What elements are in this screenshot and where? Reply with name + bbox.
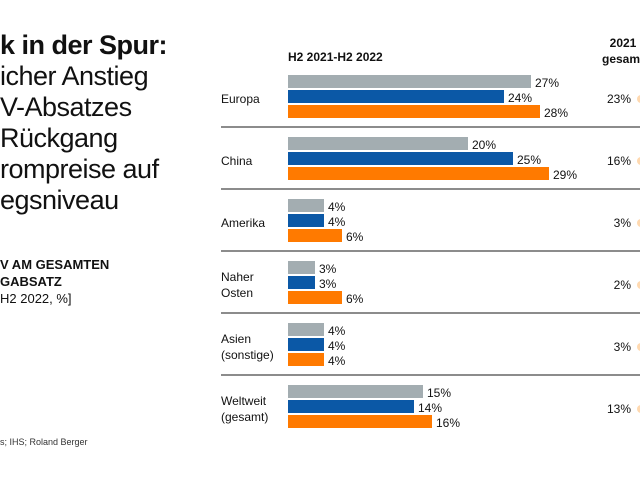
- data-label: 24%: [508, 91, 532, 105]
- side-marker: [637, 157, 640, 165]
- data-label: 25%: [517, 153, 541, 167]
- data-label: 16%: [436, 416, 460, 430]
- side-marker: [637, 219, 640, 227]
- side-marker: [637, 281, 640, 289]
- source-note: s; IHS; Roland Berger: [0, 437, 88, 447]
- subtitle-line: H2 2022, %]: [0, 291, 72, 306]
- data-label: 28%: [544, 106, 568, 120]
- side-value: 3%: [614, 340, 632, 354]
- bar: [288, 385, 423, 398]
- side-value: 2%: [614, 278, 632, 292]
- data-label: 4%: [328, 200, 346, 214]
- bar: [288, 338, 324, 351]
- category-label: (sonstige): [221, 348, 274, 362]
- data-label: 27%: [535, 76, 559, 90]
- bar: [288, 90, 504, 103]
- subtitle-line: V AM GESAMTEN: [0, 257, 110, 272]
- bar: [288, 353, 324, 366]
- subtitle-line: GABSATZ: [0, 274, 62, 289]
- bar: [288, 105, 540, 118]
- bar: [288, 229, 342, 242]
- bar: [288, 415, 432, 428]
- bar: [288, 167, 549, 180]
- side-value: 13%: [607, 402, 631, 416]
- side-marker: [637, 405, 640, 413]
- side-header-line: gesamt: [601, 52, 640, 66]
- bar: [288, 400, 414, 413]
- category-label: China: [221, 154, 253, 168]
- side-value: 3%: [614, 216, 632, 230]
- category-label: Naher: [221, 270, 254, 284]
- category-label: Weltweit: [221, 394, 267, 408]
- category-label: Amerika: [221, 216, 265, 230]
- data-label: 6%: [346, 230, 364, 244]
- bar: [288, 291, 342, 304]
- side-header: 2021 gesamt: [588, 35, 640, 67]
- data-label: 4%: [328, 339, 346, 353]
- title-line: egsniveau: [0, 185, 119, 215]
- category-label: (gesamt): [221, 410, 268, 424]
- bar: [288, 276, 315, 289]
- category-label: Europa: [221, 92, 260, 106]
- title-line: V-Absatzes: [0, 92, 132, 122]
- title-line: rompreise auf: [0, 154, 159, 184]
- data-label: 4%: [328, 324, 346, 338]
- title-line: icher Anstieg: [0, 61, 149, 91]
- data-label: 29%: [553, 168, 577, 182]
- title-line: k in der Spur:: [0, 30, 168, 60]
- category-label: Osten: [221, 286, 253, 300]
- bar: [288, 199, 324, 212]
- side-marker: [637, 343, 640, 351]
- data-label: 4%: [328, 215, 346, 229]
- side-value: 23%: [607, 92, 631, 106]
- chart-title: k in der Spur: icher Anstieg V-Absatzes …: [0, 30, 168, 216]
- data-label: 4%: [328, 354, 346, 368]
- bar: [288, 323, 324, 336]
- side-value: 16%: [607, 154, 631, 168]
- bar: [288, 152, 513, 165]
- bar: [288, 261, 315, 274]
- title-line: Rückgang: [0, 123, 118, 153]
- bar: [288, 137, 468, 150]
- data-label: 6%: [346, 292, 364, 306]
- chart-subtitle: V AM GESAMTEN GABSATZ H2 2022, %]: [0, 256, 109, 307]
- data-label: 15%: [427, 386, 451, 400]
- category-label: Asien: [221, 332, 251, 346]
- bar: [288, 214, 324, 227]
- data-label: 14%: [418, 401, 442, 415]
- side-marker: [637, 95, 640, 103]
- data-label: 3%: [319, 262, 337, 276]
- bar: [288, 75, 531, 88]
- data-label: 3%: [319, 277, 337, 291]
- side-header-line: 2021: [609, 36, 637, 50]
- data-label: 20%: [472, 138, 496, 152]
- column-header: H2 2021-H2 2022: [288, 50, 383, 64]
